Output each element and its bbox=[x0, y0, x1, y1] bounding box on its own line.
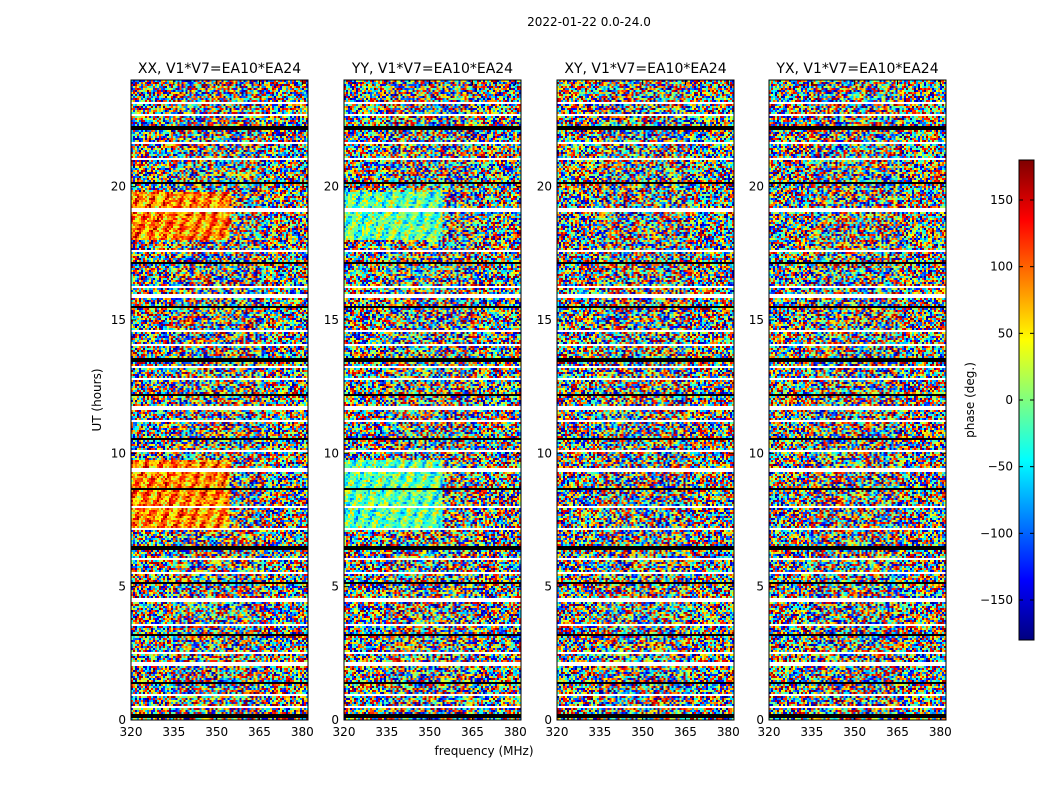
y-tick-label: 15 bbox=[537, 313, 552, 327]
panel-title: YY, V1*V7=EA10*EA24 bbox=[351, 61, 513, 77]
y-tick-label: 15 bbox=[324, 313, 339, 327]
panel-title: XY, V1*V7=EA10*EA24 bbox=[564, 61, 726, 77]
x-tick-label: 320 bbox=[546, 725, 569, 739]
y-axis-label: UT (hours) bbox=[90, 368, 104, 431]
panel-1: XX, V1*V7=EA10*EA24 320 335 350 365 380 0 5 10 15… bbox=[111, 61, 314, 739]
y-tick-label: 0 bbox=[544, 713, 552, 727]
y-tick-label: 5 bbox=[756, 580, 764, 594]
x-tick-label: 335 bbox=[588, 725, 611, 739]
colorbar-tick-label: 50 bbox=[998, 326, 1013, 340]
axes-frame bbox=[130, 79, 309, 721]
y-tick-label: 20 bbox=[537, 180, 552, 194]
y-tick-label: 0 bbox=[331, 713, 339, 727]
panel-3: XY, V1*V7=EA10*EA24 320 335 350 365 380 0 5 10 15… bbox=[537, 61, 740, 739]
figure-title: 2022-01-22 0.0-24.0 bbox=[527, 15, 651, 29]
y-tick-label: 0 bbox=[756, 713, 764, 727]
y-tick-label: 10 bbox=[537, 446, 552, 460]
x-tick-label: 320 bbox=[333, 725, 356, 739]
y-tick-label: 20 bbox=[749, 180, 764, 194]
axes-frame bbox=[768, 79, 947, 721]
x-tick-label: 350 bbox=[205, 725, 228, 739]
y-tick-label: 20 bbox=[111, 180, 126, 194]
y-tick-label: 5 bbox=[544, 580, 552, 594]
x-tick-label: 380 bbox=[929, 725, 952, 739]
x-tick-label: 335 bbox=[800, 725, 823, 739]
y-tick-label: 0 bbox=[118, 713, 126, 727]
x-tick-label: 380 bbox=[504, 725, 527, 739]
colorbar-tick-label: 0 bbox=[1005, 393, 1013, 407]
x-tick-label: 350 bbox=[418, 725, 441, 739]
y-tick-label: 10 bbox=[324, 446, 339, 460]
y-tick-label: 10 bbox=[111, 446, 126, 460]
colorbar: 150 100 50 0 −50 −100 −150 bbox=[980, 159, 1035, 641]
panel-4: YX, V1*V7=EA10*EA24 320 335 350 365 380 0 5 10 15… bbox=[749, 61, 952, 739]
x-tick-label: 320 bbox=[120, 725, 143, 739]
heatmap-image bbox=[344, 80, 521, 720]
x-tick-label: 365 bbox=[674, 725, 697, 739]
x-tick-label: 380 bbox=[717, 725, 740, 739]
x-axis-label: frequency (MHz) bbox=[434, 744, 533, 758]
heatmap-image bbox=[557, 80, 734, 720]
colorbar-tick-label: 150 bbox=[990, 193, 1013, 207]
x-tick-label: 335 bbox=[375, 725, 398, 739]
colorbar-label: phase (deg.) bbox=[963, 362, 977, 438]
axes-frame bbox=[343, 79, 522, 721]
x-tick-label: 365 bbox=[461, 725, 484, 739]
y-tick-label: 20 bbox=[324, 180, 339, 194]
y-tick-label: 10 bbox=[749, 446, 764, 460]
colorbar-tick-label: −150 bbox=[980, 593, 1013, 607]
panels: XX, V1*V7=EA10*EA24 320 335 350 365 380 0 5 10 15… bbox=[111, 61, 952, 739]
x-tick-label: 350 bbox=[843, 725, 866, 739]
x-tick-label: 350 bbox=[631, 725, 654, 739]
y-tick-label: 5 bbox=[331, 580, 339, 594]
colorbar-tick-label: −50 bbox=[988, 460, 1013, 474]
heatmap-image bbox=[131, 80, 308, 720]
panel-2: YY, V1*V7=EA10*EA24 320 335 350 365 380 0 5 10 15… bbox=[324, 61, 527, 739]
x-tick-label: 380 bbox=[291, 725, 314, 739]
x-tick-label: 335 bbox=[162, 725, 185, 739]
x-tick-label: 320 bbox=[758, 725, 781, 739]
y-tick-label: 15 bbox=[749, 313, 764, 327]
axes-frame bbox=[556, 79, 735, 721]
colorbar-tick-label: 100 bbox=[990, 260, 1013, 274]
panel-title: YX, V1*V7=EA10*EA24 bbox=[775, 61, 938, 77]
x-tick-label: 365 bbox=[886, 725, 909, 739]
y-tick-label: 15 bbox=[111, 313, 126, 327]
panel-title: XX, V1*V7=EA10*EA24 bbox=[138, 61, 301, 77]
heatmap-image bbox=[769, 80, 946, 720]
colorbar-tick-label: −100 bbox=[980, 526, 1013, 540]
y-tick-label: 5 bbox=[118, 580, 126, 594]
x-tick-label: 365 bbox=[248, 725, 271, 739]
